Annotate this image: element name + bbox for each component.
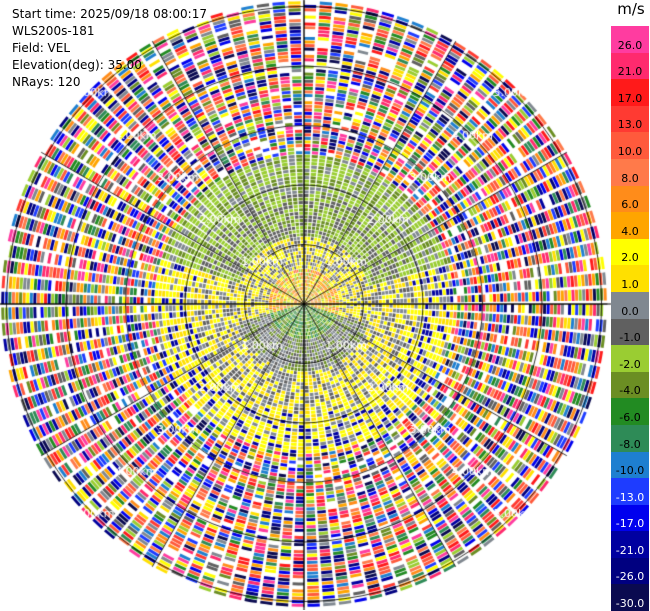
colorbar-tick-label: -2.0 (619, 357, 641, 371)
plot-info: Start time: 2025/09/18 08:00:17 WLS200s-… (12, 6, 207, 91)
colorbar-tick-label: -1.0 (619, 331, 641, 345)
colorbar-bin: 26.0 (611, 26, 649, 53)
colorbar-bin: -10.0 (611, 451, 649, 479)
colorbar-bin: 13.0 (611, 105, 649, 133)
colorbar-tick-label: -4.0 (619, 384, 641, 398)
colorbar: 26.0 21.0 17.0 13.0 10.0 8.0 6.0 4.0 2.0 1.0 0.0 -1… (611, 26, 649, 611)
colorbar-tick-label: 6.0 (621, 198, 639, 212)
colorbar-tick-label: 26.0 (617, 38, 643, 52)
colorbar-tick-label: 10.0 (617, 144, 643, 158)
colorbar-bin: 1.0 (611, 265, 649, 292)
elevation-text: Elevation(deg): 35.00 (12, 58, 142, 72)
colorbar-tick-label: -8.0 (619, 437, 641, 451)
colorbar-tick-label: 21.0 (617, 65, 643, 79)
colorbar-tick-label: -26.0 (615, 570, 645, 584)
colorbar-tick-label: 0.0 (621, 304, 639, 318)
start-time-text: Start time: 2025/09/18 08:00:17 (12, 7, 207, 21)
field-text: Field: VEL (12, 41, 71, 55)
colorbar-tick-label: 13.0 (617, 118, 643, 132)
colorbar-tick-label: 4.0 (621, 224, 639, 238)
nrays-text: NRays: 120 (12, 75, 81, 89)
colorbar-tick-label: 2.0 (621, 251, 639, 265)
colorbar-unit: m/s (617, 0, 645, 18)
colorbar-bin: -30.0 (611, 584, 649, 611)
colorbar-bin: -13.0 (611, 478, 649, 505)
colorbar-tick-label: 8.0 (621, 171, 639, 185)
colorbar-bin: 4.0 (611, 212, 649, 239)
colorbar-bin: 21.0 (611, 52, 649, 80)
colorbar-tick-label: 1.0 (621, 277, 639, 291)
colorbar-bin: -17.0 (611, 504, 649, 532)
colorbar-tick-label: -21.0 (615, 543, 645, 557)
colorbar-bin: -1.0 (611, 318, 649, 346)
colorbar-bin: 10.0 (611, 132, 649, 159)
colorbar-bin: -2.0 (611, 345, 649, 372)
colorbar-tick-label: -30.0 (615, 597, 645, 611)
instrument-text: WLS200s-181 (12, 24, 95, 38)
colorbar-tick-label: -10.0 (615, 464, 645, 478)
colorbar-bin: -4.0 (611, 371, 649, 399)
colorbar-bin: 17.0 (611, 79, 649, 106)
colorbar-bin: -26.0 (611, 557, 649, 585)
colorbar-tick-label: -13.0 (615, 490, 645, 504)
colorbar-bin: -6.0 (611, 398, 649, 425)
colorbar-bin: -8.0 (611, 424, 649, 452)
colorbar-bin: 2.0 (611, 238, 649, 266)
colorbar-bin: 6.0 (611, 185, 649, 213)
colorbar-bin: 8.0 (611, 158, 649, 186)
colorbar-bin: 0.0 (611, 291, 649, 319)
colorbar-bin: -21.0 (611, 531, 649, 558)
colorbar-tick-label: -17.0 (615, 517, 645, 531)
colorbar-tick-label: 17.0 (617, 91, 643, 105)
colorbar-tick-label: -6.0 (619, 410, 641, 424)
